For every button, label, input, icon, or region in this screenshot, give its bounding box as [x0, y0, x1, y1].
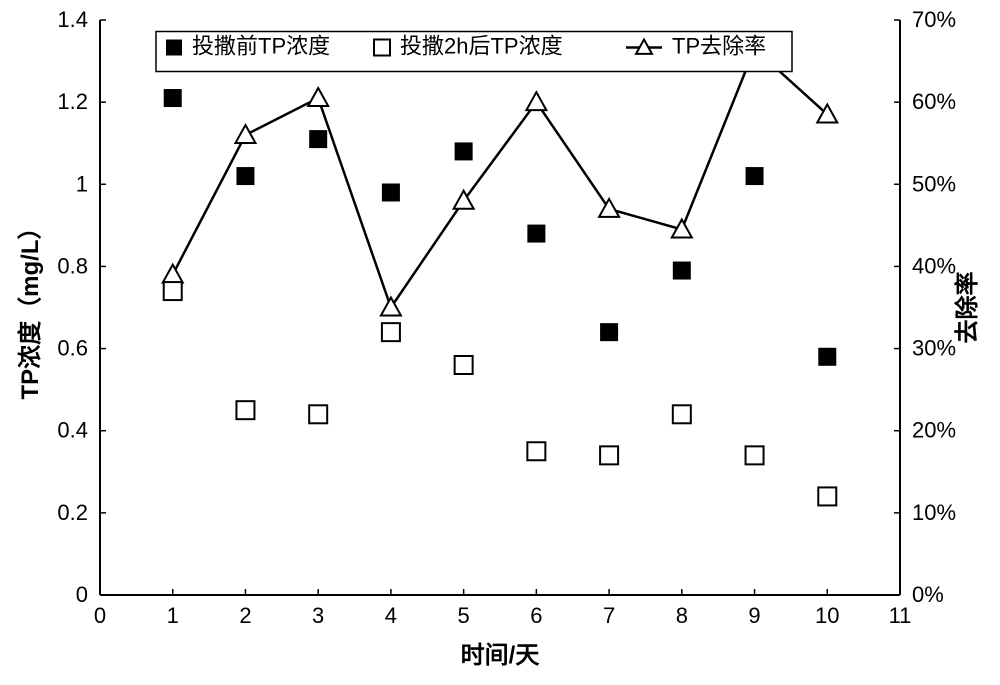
y-right-tick-label: 20% [912, 418, 956, 443]
legend-label-tp_removal: TP去除率 [672, 34, 766, 59]
y-left-tick-label: 1 [76, 171, 88, 196]
x-tick-label: 2 [239, 603, 251, 628]
y-right-tick-label: 30% [912, 336, 956, 361]
x-tick-label: 5 [458, 603, 470, 628]
x-tick-label: 1 [167, 603, 179, 628]
x-tick-label: 6 [530, 603, 542, 628]
series-line-tp_removal [173, 49, 828, 308]
y-left-tick-label: 1.2 [57, 89, 88, 114]
y-right-tick-label: 10% [912, 500, 956, 525]
tp-chart: 0 1 2 3 4 5 6 7 8 9 10 11 0 0.2 0.4 0.6 0.8 1 1.2 1.4 0% 10% 2… [0, 0, 1000, 685]
y-right-tick-label: 50% [912, 171, 956, 196]
series-tp_before [164, 89, 837, 366]
x-tick-label: 3 [312, 603, 324, 628]
x-tick-label: 0 [94, 603, 106, 628]
y-left-tick-label: 0.4 [57, 418, 88, 443]
x-tick-label: 11 [889, 603, 912, 628]
y-left-tick-label: 0.8 [57, 253, 88, 278]
y-right-tick-label: 70% [912, 7, 956, 32]
x-axis-label: 时间/天 [461, 642, 540, 669]
legend-label-tp_before: 投撒前TP浓度 [192, 34, 330, 59]
y-left-tick-label: 0.2 [57, 500, 88, 525]
y-left-tick-label: 1.4 [57, 7, 88, 32]
x-tick-label: 7 [603, 603, 615, 628]
x-tick-label: 9 [748, 603, 760, 628]
x-tick-label: 4 [385, 603, 397, 628]
y-left-tick-label: 0.6 [57, 336, 88, 361]
legend-label-tp_after2h: 投撒2h后TP浓度 [400, 34, 563, 59]
y-right-axis-label: 去除率 [953, 272, 981, 344]
x-tick-label: 8 [676, 603, 688, 628]
y-right-tick-label: 0% [912, 582, 944, 607]
y-right-tick-label: 40% [912, 253, 956, 278]
y-left-tick-label: 0 [76, 582, 88, 607]
y-right-tick-label: 60% [912, 89, 956, 114]
series-tp_after2h [164, 282, 837, 505]
y-left-axis-label: TP浓度（mg/L） [16, 216, 44, 400]
x-tick-label: 10 [815, 603, 839, 628]
chart-legend: 投撒前TP浓度 投撒2h后TP浓度 TP去除率 [156, 32, 792, 72]
